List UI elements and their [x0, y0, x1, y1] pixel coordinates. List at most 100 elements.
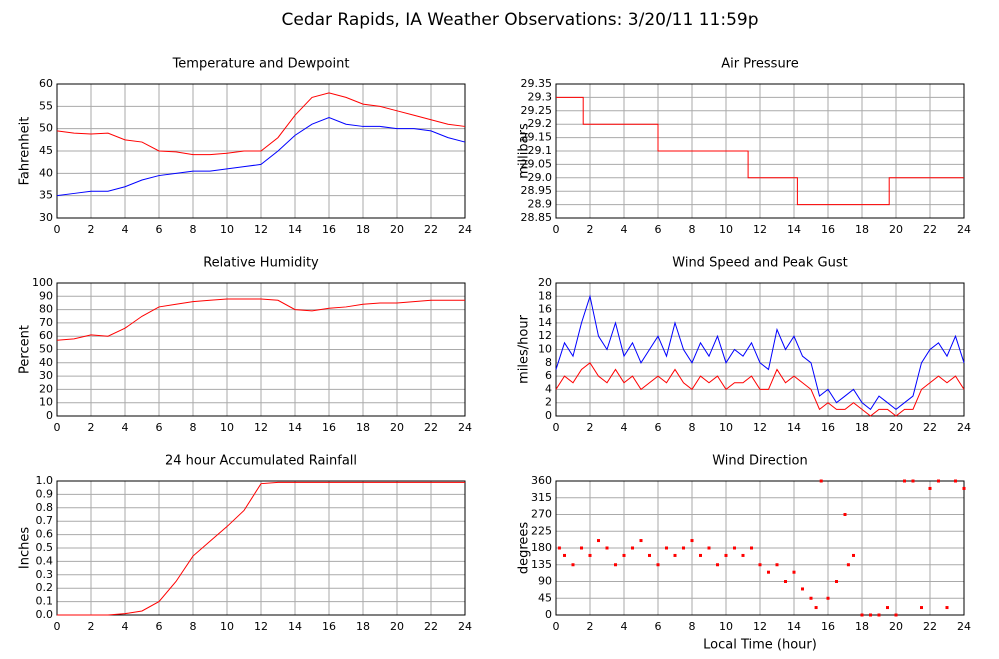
data-line [56, 116, 466, 197]
data-point [937, 479, 940, 483]
y-tick-label: 29.05 [521, 157, 553, 170]
x-tick-label: 16 [821, 421, 835, 434]
x-tick-label: 18 [356, 620, 370, 633]
x-tick-label: 14 [787, 223, 801, 236]
x-tick-label: 16 [322, 223, 336, 236]
data-point [648, 553, 651, 557]
data-point [886, 606, 889, 610]
x-tick-label: 0 [553, 421, 560, 434]
x-tick-label: 0 [553, 223, 560, 236]
y-tick-label: 16 [538, 303, 552, 316]
data-point [707, 546, 711, 550]
y-axis-label: Inches [18, 527, 33, 569]
x-tick-label: 20 [390, 223, 404, 236]
y-tick-label: 40 [39, 166, 53, 179]
x-tick-label: 4 [621, 620, 628, 633]
data-line [555, 362, 965, 417]
data-point [894, 613, 898, 617]
x-tick-label: 12 [753, 223, 767, 236]
data-point [571, 563, 575, 567]
chart-title: 24 hour Accumulated Rainfall [165, 454, 357, 469]
data-point [724, 553, 728, 557]
x-tick-label: 8 [689, 223, 696, 236]
x-tick-label: 10 [220, 620, 234, 633]
y-tick-label: 35 [39, 189, 53, 202]
data-point [945, 606, 949, 610]
plot-frame [555, 83, 965, 219]
y-tick-label: 60 [39, 329, 53, 342]
data-line [56, 92, 466, 156]
x-tick-label: 2 [88, 223, 95, 236]
y-tick-label: 70 [39, 316, 53, 329]
plot-frame [555, 282, 965, 417]
data-point [631, 546, 634, 550]
x-tick-label: 10 [719, 223, 733, 236]
data-point [819, 479, 823, 483]
chart-title: Relative Humidity [203, 256, 319, 271]
x-tick-label: 6 [156, 620, 163, 633]
x-tick-label: 0 [54, 620, 61, 633]
page-title: Cedar Rapids, IA Weather Observations: 3… [281, 10, 758, 30]
data-point [716, 563, 719, 567]
x-tick-label: 18 [855, 223, 869, 236]
x-tick-label: 24 [458, 421, 472, 434]
x-tick-label: 24 [957, 421, 971, 434]
plot-frame [56, 282, 466, 417]
data-point [877, 613, 881, 617]
data-point [699, 553, 702, 557]
y-axis-label: miles/hour [517, 314, 532, 383]
data-point [656, 563, 660, 567]
y-tick-label: 0.2 [36, 581, 54, 594]
x-tick-label: 4 [621, 421, 628, 434]
data-point [580, 546, 583, 550]
y-tick-label: 28.95 [521, 184, 553, 197]
data-point [614, 563, 617, 567]
x-tick-label: 20 [889, 421, 903, 434]
x-tick-label: 24 [957, 223, 971, 236]
y-tick-label: 90 [39, 289, 53, 302]
y-tick-label: 45 [39, 144, 53, 157]
x-tick-label: 6 [156, 223, 163, 236]
y-tick-label: 100 [32, 276, 53, 289]
x-tick-label: 2 [88, 421, 95, 434]
y-tick-label: 360 [531, 474, 552, 487]
data-point [767, 570, 770, 574]
y-tick-label: 60 [39, 77, 53, 90]
x-tick-label: 2 [587, 223, 594, 236]
x-tick-label: 22 [923, 421, 937, 434]
y-tick-label: 0.0 [36, 608, 54, 621]
y-tick-label: 0.8 [36, 501, 54, 514]
data-point [563, 553, 566, 557]
data-point [784, 580, 787, 583]
data-point [750, 546, 753, 550]
y-tick-label: 30 [39, 369, 53, 382]
data-point [962, 486, 966, 490]
y-tick-label: 50 [39, 343, 53, 356]
y-tick-label: 0.9 [36, 487, 54, 500]
data-point [801, 587, 804, 591]
x-tick-label: 22 [424, 421, 438, 434]
x-tick-label: 18 [855, 421, 869, 434]
y-tick-label: 0 [46, 409, 53, 422]
y-tick-label: 55 [39, 99, 53, 112]
y-tick-label: 20 [538, 276, 552, 289]
data-point [814, 606, 818, 610]
x-tick-label: 18 [356, 223, 370, 236]
y-tick-label: 0.6 [36, 528, 54, 541]
y-tick-label: 29.15 [521, 131, 553, 144]
y-tick-label: 80 [39, 303, 53, 316]
x-tick-label: 2 [587, 620, 594, 633]
y-axis-label: Percent [18, 325, 33, 374]
y-axis-label: millibars [517, 123, 532, 179]
x-tick-label: 24 [458, 223, 472, 236]
y-tick-label: 6 [545, 369, 552, 382]
y-tick-label: 90 [538, 575, 552, 588]
y-tick-label: 10 [39, 396, 53, 409]
data-point [622, 553, 626, 557]
y-tick-label: 0 [545, 409, 552, 422]
data-point [903, 479, 906, 483]
data-point [869, 613, 872, 617]
chart-title: Wind Direction [712, 454, 808, 469]
x-tick-label: 14 [288, 620, 302, 633]
